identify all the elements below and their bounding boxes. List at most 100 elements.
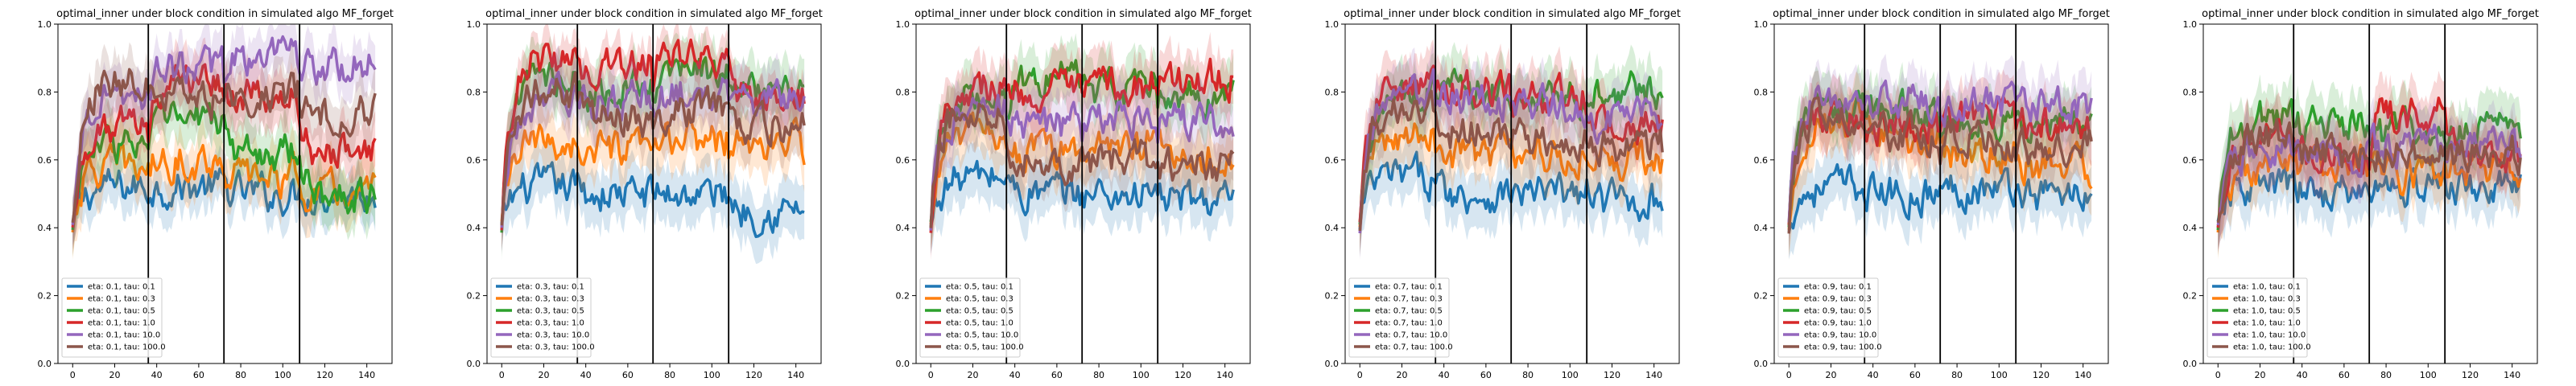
y-tick-label: 0.0 — [1754, 359, 1769, 369]
y-tick-label: 1.0 — [2183, 19, 2198, 30]
legend-label: eta: 1.0, tau: 100.0 — [2233, 343, 2311, 352]
legend-label: eta: 0.7, tau: 1.0 — [1375, 319, 1443, 328]
legend-label: eta: 0.3, tau: 100.0 — [517, 343, 595, 352]
axes-frame — [915, 23, 1251, 364]
axes-frame — [57, 23, 393, 364]
x-tick-label: 140 — [787, 370, 804, 380]
legend-box — [61, 277, 163, 358]
chart-panel: optimal_inner under block condition in s… — [467, 8, 823, 380]
y-tick-label: 1.0 — [467, 19, 481, 30]
legend-box — [919, 277, 1021, 358]
y-tick-label: 0.6 — [38, 155, 52, 166]
legend-label: eta: 0.3, tau: 0.3 — [517, 295, 584, 304]
legend-label: eta: 0.7, tau: 100.0 — [1375, 343, 1453, 352]
x-tick-label: 140 — [1216, 370, 1233, 380]
chart-title: optimal_inner under block condition in s… — [1773, 8, 2110, 20]
y-tick-label: 0.6 — [1754, 155, 1769, 166]
x-tick-label: 100 — [1562, 370, 1579, 380]
y-tick-label: 0.2 — [1325, 291, 1340, 302]
x-tick-label: 60 — [1909, 370, 1921, 380]
y-tick-label: 0.4 — [38, 223, 52, 233]
x-tick-label: 80 — [1951, 370, 1963, 380]
chart-title: optimal_inner under block condition in s… — [914, 8, 1252, 20]
x-tick-label: 20 — [109, 370, 120, 380]
chart-title: optimal_inner under block condition in s… — [485, 8, 823, 20]
y-tick-label: 0.4 — [1325, 223, 1340, 233]
x-tick-label: 20 — [1396, 370, 1407, 380]
legend-label: eta: 0.7, tau: 0.5 — [1375, 307, 1443, 316]
x-tick-label: 60 — [1051, 370, 1063, 380]
x-tick-label: 0 — [2215, 370, 2221, 380]
legend-label: eta: 1.0, tau: 0.1 — [2233, 283, 2301, 292]
y-tick-label: 0.4 — [896, 223, 910, 233]
legend-label: eta: 0.9, tau: 10.0 — [1804, 331, 1876, 340]
x-tick-label: 20 — [967, 370, 978, 380]
legend-box — [1777, 277, 1879, 358]
x-tick-label: 40 — [1439, 370, 1450, 380]
y-tick-label: 0.4 — [467, 223, 481, 233]
y-tick-label: 0.6 — [467, 155, 481, 166]
legend-label: eta: 0.9, tau: 0.3 — [1804, 295, 1872, 304]
x-tick-label: 80 — [664, 370, 675, 380]
x-tick-label: 0 — [499, 370, 505, 380]
y-tick-label: 0.0 — [1325, 359, 1340, 369]
legend-label: eta: 1.0, tau: 1.0 — [2233, 319, 2301, 328]
legend-label: eta: 0.9, tau: 1.0 — [1804, 319, 1872, 328]
legend-label: eta: 1.0, tau: 0.3 — [2233, 295, 2301, 304]
x-tick-label: 40 — [1868, 370, 1879, 380]
x-tick-label: 120 — [1174, 370, 1191, 380]
x-tick-label: 60 — [2339, 370, 2350, 380]
y-tick-label: 0.0 — [38, 359, 52, 369]
x-tick-label: 100 — [275, 370, 291, 380]
x-tick-label: 100 — [2420, 370, 2437, 380]
x-tick-label: 80 — [235, 370, 246, 380]
legend-label: eta: 0.7, tau: 0.1 — [1375, 283, 1443, 292]
legend-label: eta: 0.1, tau: 1.0 — [88, 319, 155, 328]
chart-panel: optimal_inner under block condition in s… — [2183, 8, 2539, 380]
chart-title: optimal_inner under block condition in s… — [2202, 8, 2539, 20]
x-tick-label: 60 — [193, 370, 204, 380]
x-tick-label: 120 — [316, 370, 333, 380]
y-tick-label: 0.2 — [1754, 291, 1769, 302]
x-tick-label: 120 — [2033, 370, 2050, 380]
y-tick-label: 0.0 — [896, 359, 910, 369]
axes-frame — [2202, 23, 2538, 364]
x-tick-label: 0 — [70, 370, 76, 380]
y-tick-label: 0.8 — [38, 87, 52, 97]
y-tick-label: 0.2 — [467, 291, 481, 302]
y-tick-label: 0.2 — [896, 291, 910, 302]
x-tick-label: 100 — [704, 370, 720, 380]
y-tick-label: 0.2 — [2183, 291, 2198, 302]
x-tick-label: 80 — [2380, 370, 2392, 380]
x-tick-label: 40 — [151, 370, 163, 380]
chart-panel: optimal_inner under block condition in s… — [1325, 8, 1681, 380]
x-tick-label: 40 — [580, 370, 592, 380]
y-tick-label: 0.6 — [2183, 155, 2198, 166]
legend-label: eta: 0.1, tau: 0.3 — [88, 295, 155, 304]
y-tick-label: 1.0 — [38, 19, 52, 30]
x-tick-label: 0 — [1357, 370, 1363, 380]
axes-frame — [1344, 23, 1680, 364]
legend-label: eta: 0.5, tau: 10.0 — [946, 331, 1018, 340]
y-tick-label: 0.8 — [2183, 87, 2198, 97]
legend-label: eta: 0.3, tau: 1.0 — [517, 319, 584, 328]
legend-label: eta: 0.7, tau: 10.0 — [1375, 331, 1447, 340]
legend-label: eta: 0.1, tau: 100.0 — [88, 343, 166, 352]
legend-label: eta: 0.5, tau: 0.5 — [946, 307, 1013, 316]
y-tick-label: 0.4 — [1754, 223, 1769, 233]
y-tick-label: 0.2 — [38, 291, 52, 302]
y-tick-label: 1.0 — [1325, 19, 1340, 30]
y-tick-label: 0.0 — [467, 359, 481, 369]
x-tick-label: 60 — [1480, 370, 1492, 380]
axes-frame — [486, 23, 822, 364]
chart-panel: optimal_inner under block condition in s… — [896, 8, 1252, 380]
legend-label: eta: 1.0, tau: 0.5 — [2233, 307, 2301, 316]
x-tick-label: 140 — [2504, 370, 2520, 380]
x-tick-label: 140 — [358, 370, 375, 380]
x-tick-label: 60 — [622, 370, 634, 380]
x-tick-label: 0 — [1786, 370, 1792, 380]
legend-label: eta: 0.9, tau: 100.0 — [1804, 343, 1882, 352]
x-tick-label: 120 — [1604, 370, 1620, 380]
chart-panel: optimal_inner under block condition in s… — [1754, 8, 2110, 380]
legend-label: eta: 0.5, tau: 0.1 — [946, 283, 1013, 292]
